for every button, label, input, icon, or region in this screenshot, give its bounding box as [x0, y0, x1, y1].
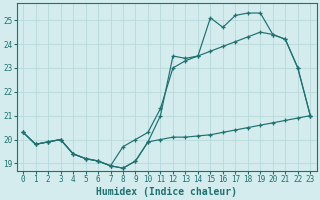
X-axis label: Humidex (Indice chaleur): Humidex (Indice chaleur) [96, 186, 237, 197]
